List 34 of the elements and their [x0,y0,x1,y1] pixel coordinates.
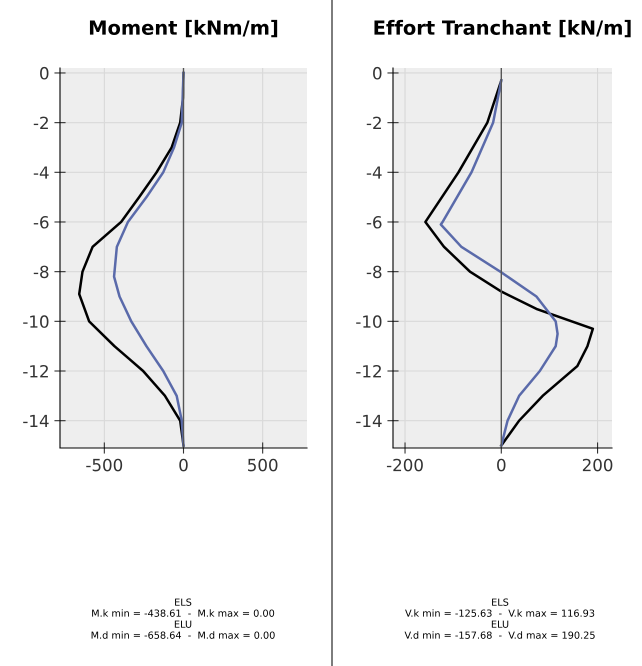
y-tick-label: -12 [356,364,381,378]
text: ELU [174,620,192,628]
y-tick-label: -8 [366,266,382,278]
y-tick-label: -8 [34,266,48,278]
text: V.k min = -125.63 - V.k max = 116.93 [405,609,594,617]
chart-title: Moment [kNm/m] [90,20,278,38]
x-tick-label: 0 [179,458,188,472]
y-tick-label: 0 [373,66,382,80]
text: M.d min = -658.64 - M.d max = 0.00 [92,631,275,639]
y-tick-label: -14 [23,414,49,428]
y-tick-label: 0 [40,66,48,80]
text: V.d min = -157.68 - V.d max = 190.25 [404,631,595,639]
text: ELU [492,620,508,628]
text: ELS [175,598,192,606]
x-tick-label: 500 [248,458,278,472]
y-tick-label: -4 [366,166,382,179]
y-tick-label: -6 [34,216,49,229]
x-tick-label: -500 [86,458,122,472]
chart-title: Effort Tranchant [kN/m] [374,20,631,38]
y-tick-label: -4 [34,166,49,179]
text: ELS [492,598,508,606]
y-tick-label: -6 [366,216,382,229]
y-tick-label: -14 [356,414,382,428]
y-tick-label: -2 [366,116,381,129]
line-series [440,79,559,447]
y-tick-label: -10 [356,315,382,328]
text: M.k min = -438.61 - M.k max = 0.00 [92,609,274,617]
line-series [112,72,185,447]
y-tick-label: -2 [34,116,48,129]
y-tick-label: -10 [23,315,48,328]
x-tick-label: 0 [497,458,506,472]
y-tick-label: -12 [23,364,48,378]
x-tick-label: 200 [582,458,612,472]
x-tick-label: -200 [386,458,423,472]
